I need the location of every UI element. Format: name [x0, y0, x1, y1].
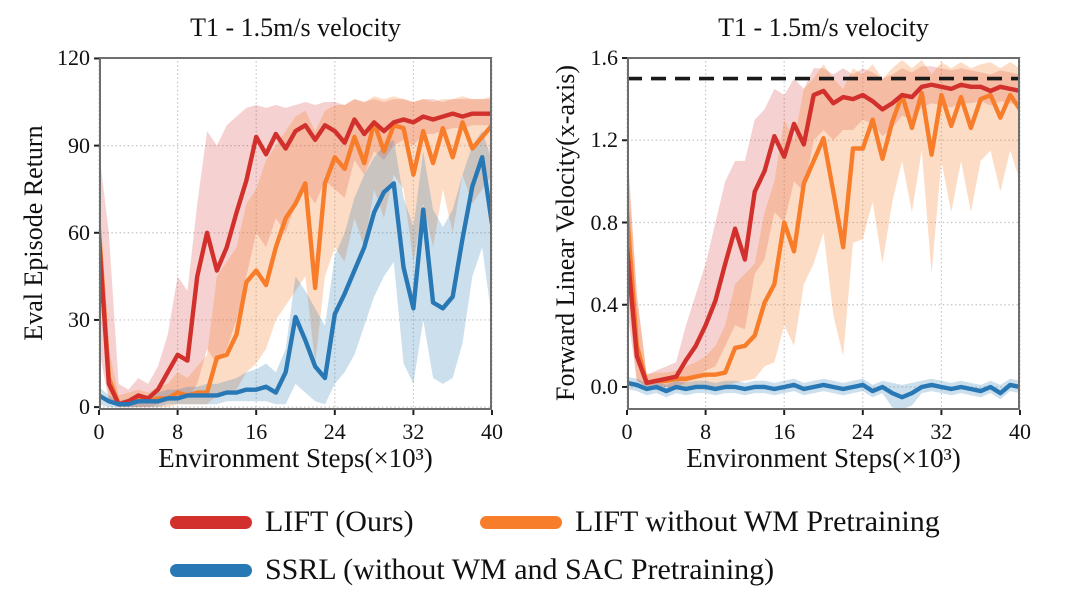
- right-chart-plot-area: 0 8 16 24 32 40 0.0 0.4 0.8 1.2 1.6: [591, 45, 1032, 444]
- y-tick-label: 60: [68, 219, 90, 245]
- y-tick-label: 1.6: [590, 45, 619, 71]
- legend-label-ssrl: SSRL (without WM and SAC Pretraining): [265, 553, 775, 586]
- legend-item-ssrl: SSRL (without WM and SAC Pretraining): [170, 550, 774, 590]
- legend-swatch-lift-ours: [170, 515, 252, 529]
- y-tick-label: 0.0: [590, 373, 619, 399]
- y-tick-label: 0.8: [590, 209, 619, 235]
- x-tick-label: 8: [700, 419, 712, 444]
- x-tick-label: 32: [402, 419, 425, 444]
- y-tick-label: 30: [68, 306, 90, 332]
- confidence-band: [99, 99, 492, 408]
- x-tick-label: 24: [851, 419, 874, 444]
- series-line: [99, 111, 492, 407]
- legend-item-lift-ours: LIFT (Ours): [170, 502, 414, 542]
- x-tick-label: 0: [621, 419, 633, 444]
- series-line: [627, 380, 1020, 400]
- series-line: [627, 82, 1020, 386]
- x-tick-label: 40: [481, 419, 503, 444]
- left-chart-canvas: [94, 57, 493, 415]
- left-chart-title: T1 - 1.5m/s velocity: [190, 13, 401, 42]
- legend-swatch-lift-without-wm: [480, 515, 562, 529]
- y-tick-label: 120: [57, 45, 90, 71]
- series-line: [627, 90, 1020, 386]
- confidence-band: [99, 96, 492, 408]
- series-line: [99, 155, 492, 407]
- x-tick-label: 8: [172, 419, 184, 444]
- right-chart: T1 - 1.5m/s velocity Forward Linear Velo…: [540, 0, 1080, 500]
- y-tick-label: 0.4: [590, 291, 619, 317]
- y-tick-label: 90: [68, 132, 90, 158]
- left-chart-y-axis-label: Eval Episode Return: [19, 125, 48, 341]
- y-tick-label: 1.2: [590, 127, 619, 153]
- x-tick-label: 32: [930, 419, 953, 444]
- x-tick-label: 24: [323, 419, 346, 444]
- x-tick-label: 0: [93, 419, 105, 444]
- left-chart-plot-area: 0 8 16 24 32 40 0 30 60 90 120: [57, 45, 503, 444]
- x-tick-label: 16: [773, 419, 796, 444]
- right-chart-x-axis-label: Environment Steps(×10³): [686, 443, 961, 473]
- right-chart-title: T1 - 1.5m/s velocity: [718, 13, 929, 42]
- right-chart-y-axis-label: Forward Linear Velocity(x-axis): [551, 65, 580, 401]
- legend-label-lift-without-wm: LIFT without WM Pretraining: [575, 505, 940, 538]
- legend-swatch-ssrl: [170, 563, 252, 577]
- confidence-band: [627, 60, 1020, 387]
- y-tick-label: 0: [79, 394, 90, 420]
- legend-label-lift-ours: LIFT (Ours): [265, 505, 414, 538]
- legend-item-lift-without-wm: LIFT without WM Pretraining: [480, 502, 940, 542]
- confidence-band: [627, 66, 1020, 387]
- right-chart-canvas: [622, 57, 1021, 415]
- x-tick-label: 40: [1009, 419, 1031, 444]
- left-chart-x-axis-label: Environment Steps(×10³): [158, 443, 433, 473]
- left-chart: T1 - 1.5m/s velocity Eval Episode Return…: [0, 0, 540, 500]
- x-tick-label: 16: [245, 419, 268, 444]
